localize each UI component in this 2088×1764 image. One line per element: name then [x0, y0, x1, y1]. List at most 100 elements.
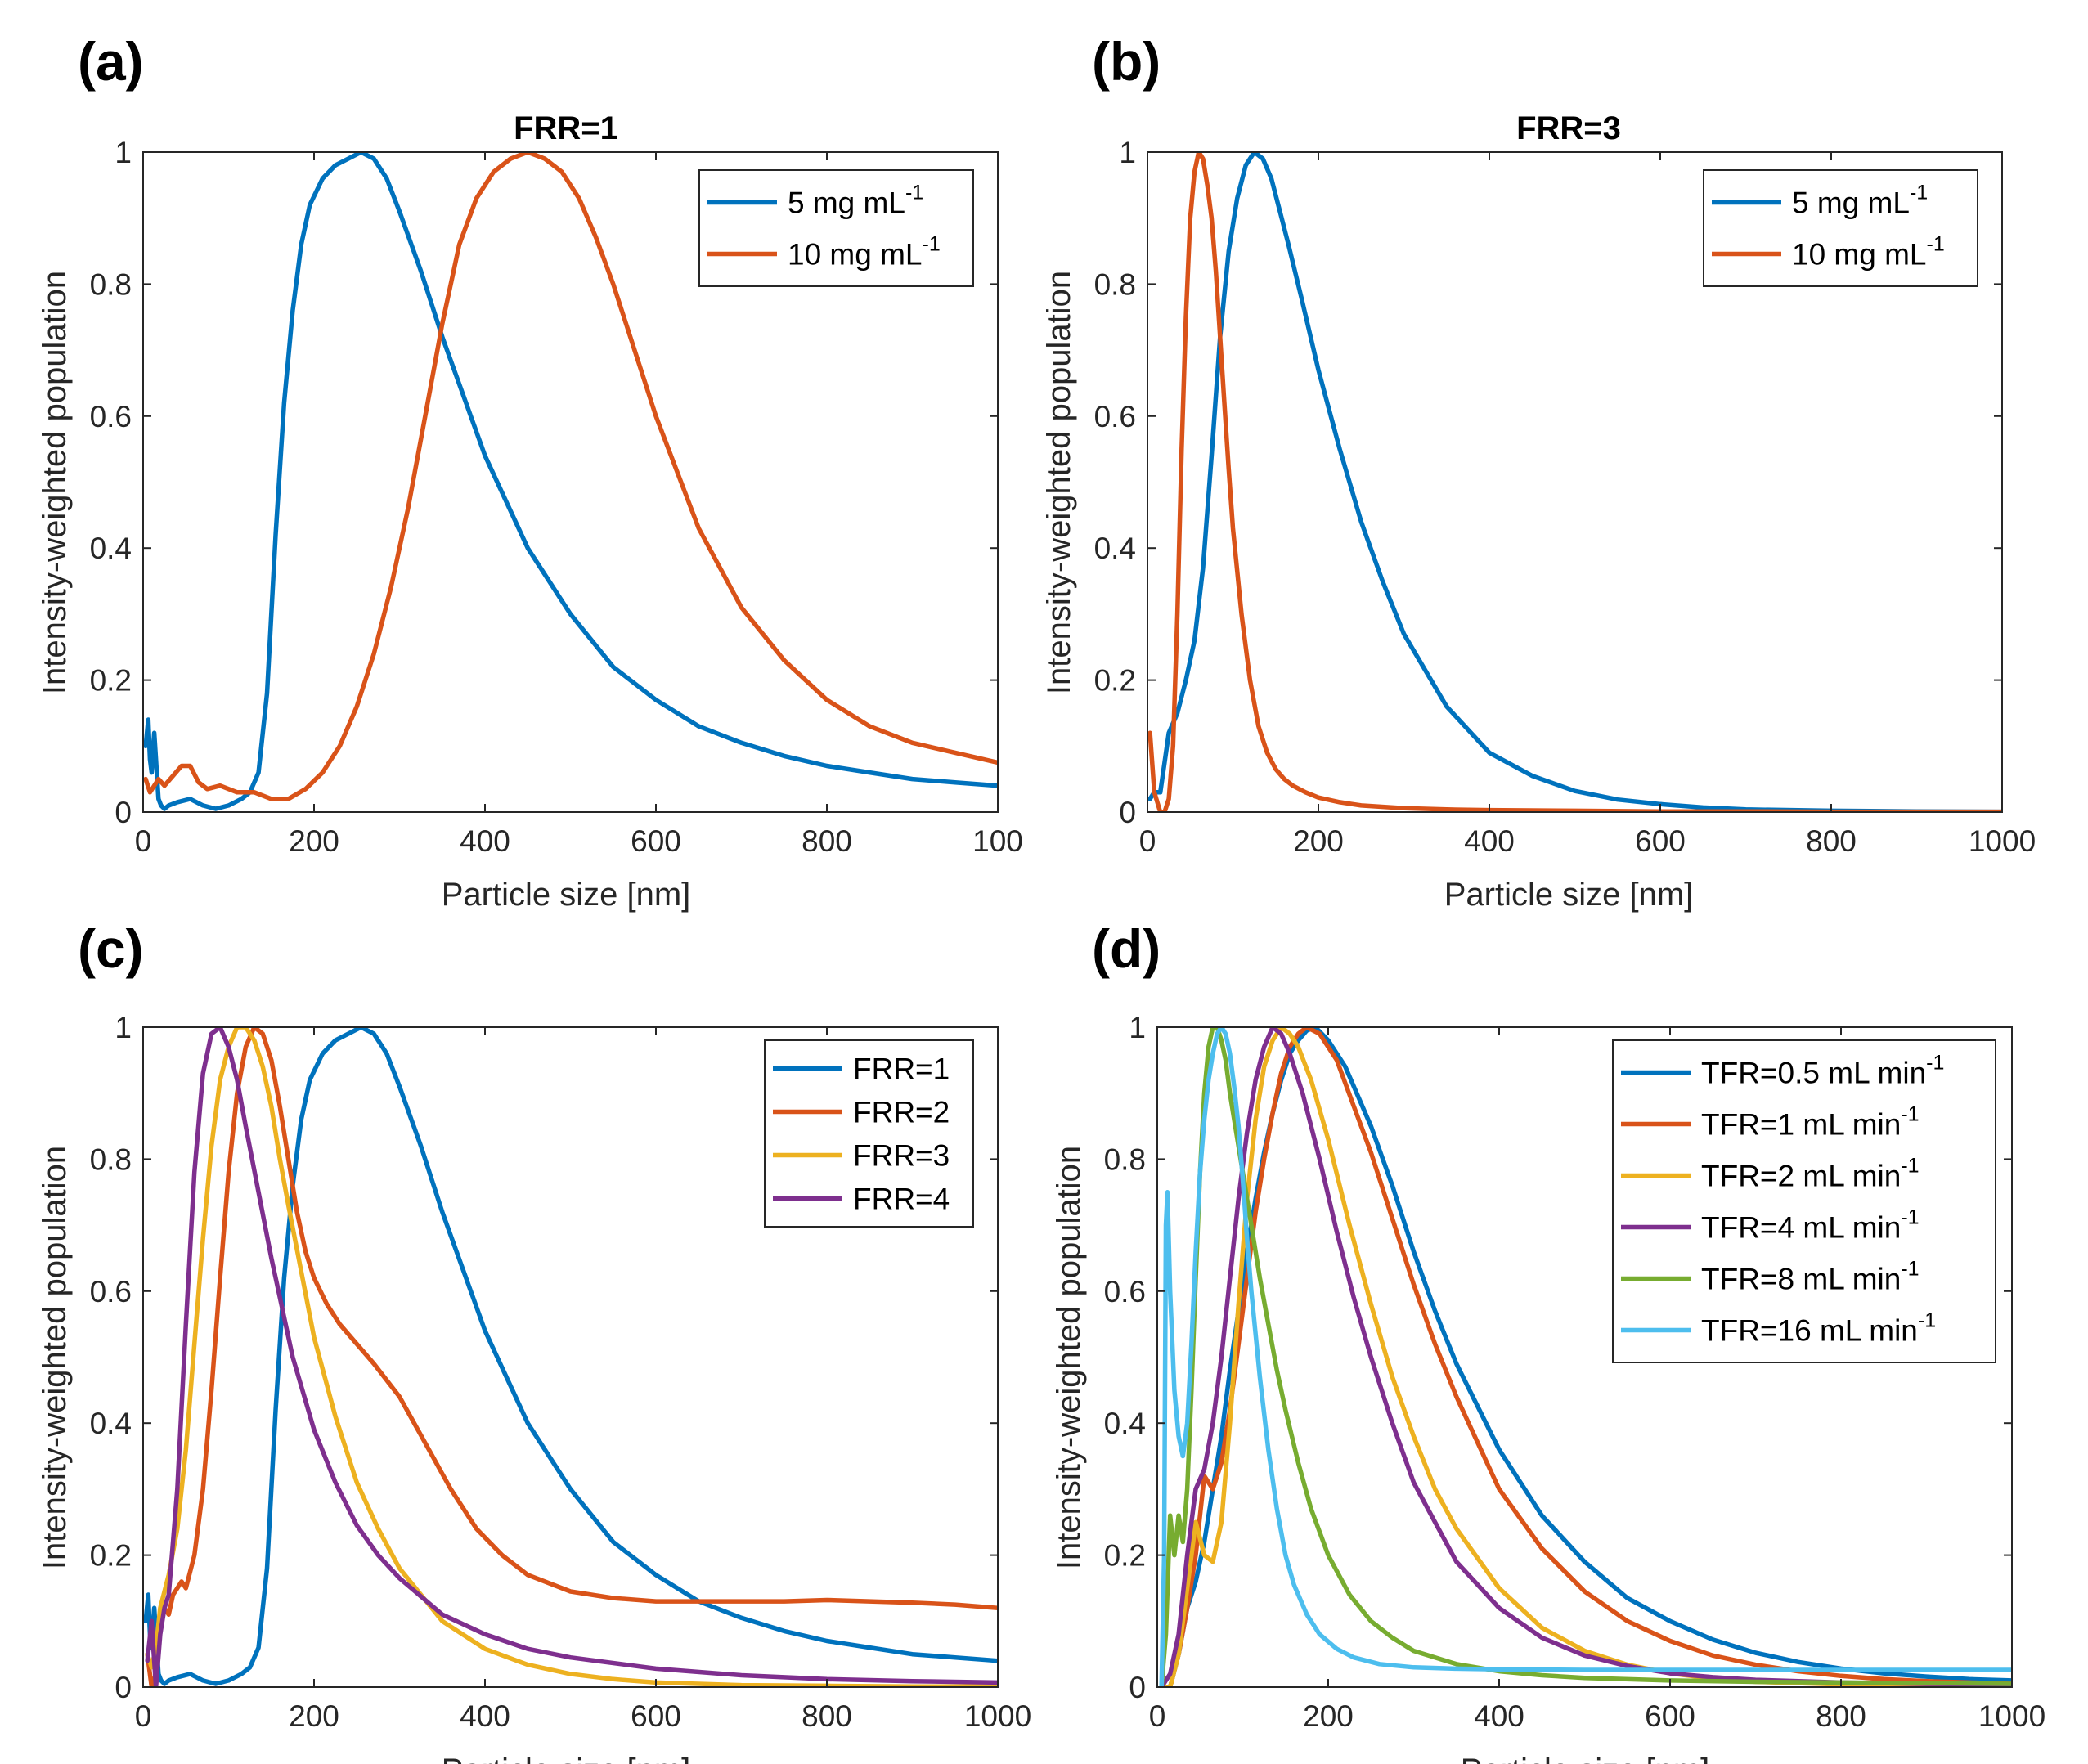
y-tick-label: 1: [1129, 1011, 1146, 1044]
x-tick-label: 800: [802, 1699, 852, 1733]
panel-a-chart: FRR=1 Particle size [nm] Intensity-weigh…: [37, 110, 1023, 913]
y-tick-label: 0.2: [1094, 664, 1136, 698]
legend-box: [1703, 169, 1978, 287]
x-tick-label: 600: [1645, 1699, 1695, 1733]
y-tick-label: 0: [115, 1671, 132, 1704]
y-tick-label: 0: [115, 796, 132, 829]
x-tick-label: 600: [631, 824, 681, 858]
x-tick-label: 100: [972, 824, 1023, 858]
x-axis-label: Particle size [nm]: [442, 1753, 691, 1764]
x-tick-label: 600: [1635, 824, 1686, 858]
y-tick-label: 1: [115, 136, 132, 169]
x-tick-label: 800: [1816, 1699, 1866, 1733]
series-line-1: [143, 152, 998, 811]
series-line-2: [145, 1027, 998, 1687]
y-tick-label: 1: [1119, 136, 1136, 169]
axes-box: [1147, 151, 2003, 813]
y-tick-label: 0.4: [1104, 1407, 1146, 1440]
series-line-2: [1147, 152, 2002, 812]
series-line-5: [1159, 1027, 2012, 1687]
y-axis-label: Intensity-weighted population: [37, 271, 73, 694]
panel-c-chart: Particle size [nm] Intensity-weighted po…: [37, 1011, 1031, 1764]
series-line-1: [143, 1027, 998, 1686]
chart-title: FRR=3: [1516, 110, 1621, 146]
y-tick-label: 0: [1119, 796, 1136, 829]
panel-label-a: (a): [78, 31, 144, 92]
panel-label-b: (b): [1092, 31, 1161, 92]
y-tick-label: 0.6: [90, 400, 132, 433]
y-tick-label: 1: [115, 1011, 132, 1044]
legend-entry: 10 mg mL-1: [788, 233, 941, 272]
x-tick-label: 600: [631, 1699, 681, 1733]
y-tick-label: 0.4: [90, 532, 132, 565]
y-tick-label: 0: [1129, 1671, 1146, 1704]
x-axis-label: Particle size [nm]: [1444, 877, 1694, 913]
series-line-6: [1159, 1027, 2012, 1687]
legend-box: [764, 1039, 974, 1228]
chart-title: FRR=1: [514, 110, 618, 146]
legend: 5 mg mL-1 10 mg mL-1: [698, 169, 974, 287]
series-line-1: [1159, 1027, 2012, 1687]
x-tick-label: 400: [460, 824, 510, 858]
legend-entry: TFR=8 mL min-1: [1701, 1258, 1920, 1296]
y-tick-label: 0.8: [90, 1142, 132, 1176]
x-tick-label: 400: [1474, 1699, 1524, 1733]
legend-entry: FRR=2: [853, 1096, 950, 1129]
y-tick-label: 0.2: [1104, 1539, 1146, 1573]
y-tick-label: 0.4: [1094, 532, 1136, 565]
y-tick-label: 0.8: [90, 267, 132, 301]
y-axis-label: Intensity-weighted population: [37, 1146, 73, 1569]
x-tick-label: 800: [802, 824, 852, 858]
panel-b-chart: FRR=3 Particle size [nm] Intensity-weigh…: [1041, 110, 2036, 913]
legend-entry: 10 mg mL-1: [1792, 233, 1945, 272]
y-tick-label: 0.6: [1104, 1275, 1146, 1308]
legend-entry: 5 mg mL-1: [1792, 182, 1928, 220]
x-tick-label: 1000: [1969, 824, 2036, 858]
legend: 5 mg mL-1 10 mg mL-1: [1703, 169, 1978, 287]
legend-entry: FRR=3: [853, 1139, 950, 1173]
x-axis-label: Particle size [nm]: [1461, 1753, 1710, 1764]
panel-label-d: (d): [1092, 918, 1161, 979]
legend-box: [1612, 1039, 1996, 1363]
y-tick-label: 0.8: [1104, 1142, 1146, 1176]
legend: TFR=0.5 mL min-1 TFR=1 mL min-1 TFR=2 mL m…: [1612, 1039, 1996, 1363]
y-tick-label: 0.6: [1094, 400, 1136, 433]
x-tick-label: 0: [1149, 1699, 1166, 1733]
x-tick-label: 200: [1293, 824, 1344, 858]
x-tick-label: 0: [1139, 824, 1156, 858]
x-tick-label: 200: [289, 1699, 339, 1733]
axes-box: [142, 151, 999, 813]
x-tick-label: 0: [135, 824, 152, 858]
legend-entry: FRR=4: [853, 1183, 950, 1216]
legend-entry: 5 mg mL-1: [788, 182, 923, 220]
x-tick-label: 200: [289, 824, 339, 858]
y-tick-label: 0.2: [90, 664, 132, 698]
y-tick-label: 0.4: [90, 1407, 132, 1440]
legend-entry: TFR=2 mL min-1: [1701, 1155, 1920, 1193]
legend-entry: TFR=4 mL min-1: [1701, 1206, 1920, 1245]
x-tick-label: 1000: [1978, 1699, 2045, 1733]
x-tick-label: 400: [460, 1699, 510, 1733]
series-line-3: [145, 1027, 998, 1687]
legend-box: [698, 169, 974, 287]
y-axis-label: Intensity-weighted population: [1051, 1146, 1087, 1569]
x-tick-label: 400: [1464, 824, 1515, 858]
x-tick-label: 1000: [964, 1699, 1031, 1733]
axes-box: [142, 1026, 999, 1688]
series-line-2: [143, 152, 998, 801]
series-line-2: [1159, 1027, 2012, 1687]
series-line-4: [145, 1027, 998, 1687]
legend: FRR=1 FRR=2 FRR=3 FRR=4: [764, 1039, 974, 1228]
axes-box: [1156, 1026, 2013, 1688]
x-tick-label: 800: [1806, 824, 1857, 858]
x-tick-label: 0: [135, 1699, 152, 1733]
series-line-1: [1147, 152, 2002, 812]
x-axis-label: Particle size [nm]: [442, 877, 691, 913]
y-axis-label: Intensity-weighted population: [1041, 271, 1077, 694]
y-tick-label: 0.2: [90, 1539, 132, 1573]
legend-entry: TFR=16 mL min-1: [1701, 1309, 1936, 1348]
x-tick-label: 200: [1303, 1699, 1354, 1733]
legend-entry: TFR=0.5 mL min-1: [1701, 1052, 1944, 1090]
panel-label-c: (c): [78, 918, 144, 979]
